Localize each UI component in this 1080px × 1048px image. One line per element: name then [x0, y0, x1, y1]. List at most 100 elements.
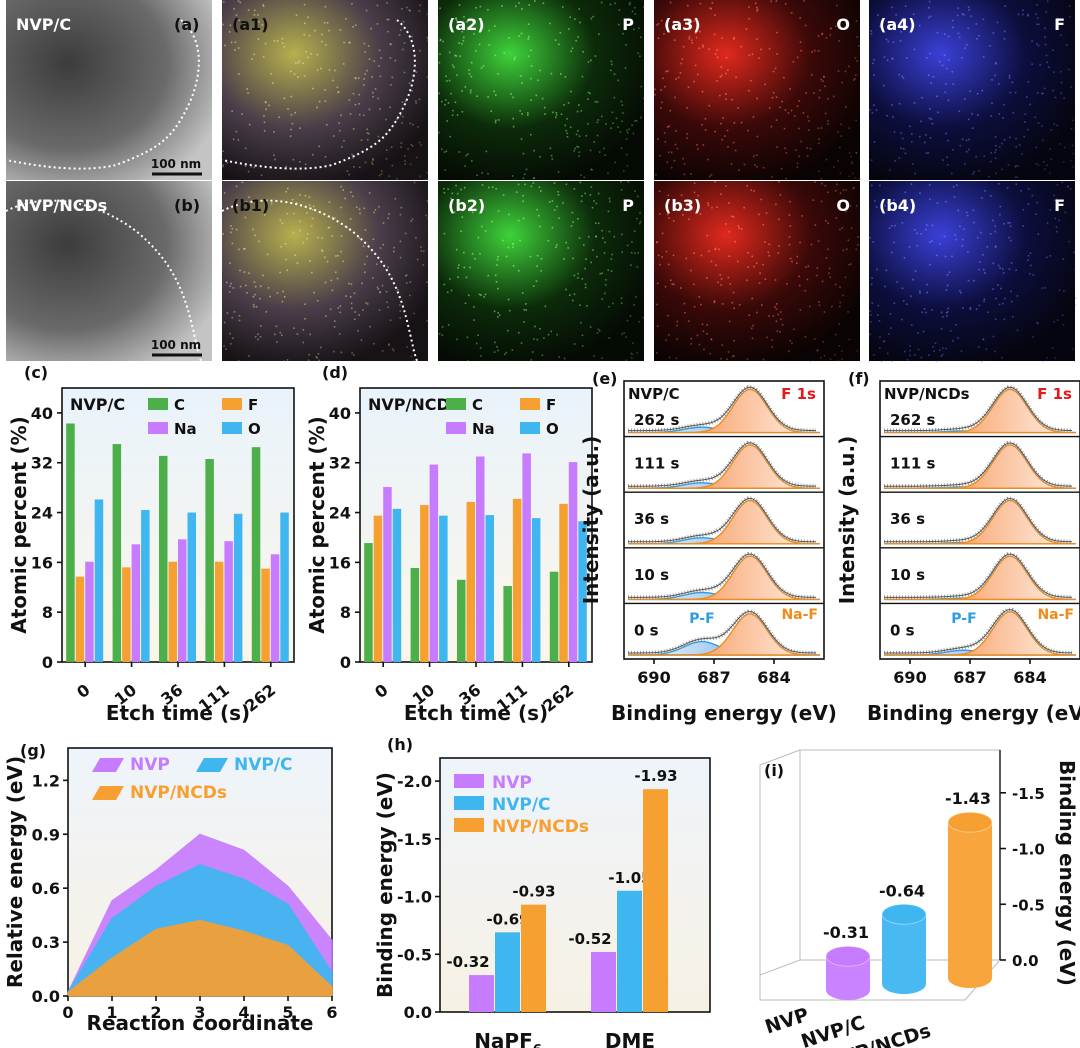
speckle-dot	[740, 228, 743, 230]
speckle-dot	[656, 303, 658, 306]
speckle-dot	[683, 302, 686, 305]
speckle-dot	[674, 96, 676, 99]
speckle-dot	[604, 292, 606, 295]
speckle-dot	[366, 255, 368, 258]
speckle-dot	[400, 206, 403, 209]
speckle-dot	[1044, 43, 1047, 46]
speckle-dot	[461, 30, 464, 33]
speckle-dot	[911, 324, 913, 326]
speckle-dot	[591, 206, 594, 209]
speckle-dot	[1010, 262, 1013, 264]
speckle-dot	[728, 255, 730, 257]
scale-bar-label: 100 nm	[151, 338, 201, 352]
speckle-dot	[962, 307, 964, 309]
y-tick-label: 0.0	[404, 1003, 432, 1022]
speckle-dot	[1016, 295, 1019, 297]
speckle-dot	[340, 114, 342, 117]
speckle-dot	[552, 111, 554, 114]
speckle-dot	[995, 172, 997, 175]
speckle-dot	[229, 262, 231, 264]
speckle-dot	[620, 100, 623, 103]
speckle-dot	[620, 147, 623, 150]
speckle-dot	[566, 118, 568, 120]
bar-na	[429, 464, 439, 662]
speckle-dot	[634, 13, 637, 15]
speckle-dot	[855, 74, 857, 76]
speckle-dot	[747, 266, 750, 268]
speckle-dot	[891, 104, 893, 106]
speckle-dot	[973, 171, 975, 173]
speckle-dot	[360, 139, 363, 141]
speckle-dot	[312, 153, 314, 156]
speckle-dot	[512, 96, 514, 99]
speckle-dot	[806, 147, 809, 149]
speckle-dot	[420, 250, 423, 252]
legend-swatch	[454, 796, 484, 810]
speckle-dot	[1068, 5, 1071, 7]
speckle-dot	[577, 130, 579, 132]
speckle-dot	[1042, 360, 1044, 363]
speckle-dot	[1004, 297, 1006, 300]
x-tick-label: 4	[238, 1003, 249, 1022]
speckle-dot	[469, 266, 471, 269]
speckle-dot	[630, 251, 633, 254]
speckle-dot	[285, 190, 287, 193]
speckle-dot	[937, 111, 939, 114]
speckle-dot	[631, 10, 634, 13]
element-label: F	[1054, 15, 1065, 34]
x-tick-label: 2	[150, 1003, 161, 1022]
x-tick-label: 5	[282, 1003, 293, 1022]
speckle-dot	[275, 325, 278, 328]
speckle-dot	[518, 2, 520, 4]
speckle-dot	[856, 244, 859, 246]
speckle-dot	[850, 227, 853, 230]
speckle-dot	[691, 39, 693, 41]
speckle-dot	[821, 182, 823, 185]
speckle-dot	[891, 58, 894, 60]
speckle-dot	[233, 8, 235, 10]
speckle-dot	[883, 340, 886, 342]
speckle-dot	[670, 166, 673, 169]
bar-f	[373, 515, 383, 662]
speckle-dot	[818, 96, 821, 99]
speckle-dot	[323, 21, 326, 24]
speckle-dot	[737, 107, 739, 109]
speckle-dot	[497, 73, 499, 75]
speckle-dot	[517, 219, 520, 222]
speckle-dot	[960, 350, 963, 352]
speckle-dot	[353, 166, 355, 168]
speckle-dot	[476, 174, 478, 176]
speckle-dot	[321, 249, 323, 251]
speckle-dot	[668, 334, 670, 336]
speckle-dot	[290, 95, 293, 98]
speckle-dot	[827, 222, 829, 224]
speckle-dot	[839, 192, 842, 194]
speckle-dot	[914, 270, 917, 272]
speckle-dot	[243, 248, 245, 250]
speckle-dot	[426, 171, 429, 174]
speckle-dot	[871, 111, 874, 114]
speckle-dot	[785, 177, 787, 180]
speckle-dot	[363, 78, 365, 80]
speckle-dot	[725, 223, 727, 225]
speckle-dot	[530, 49, 532, 52]
speckle-dot	[565, 241, 567, 244]
speckle-dot	[592, 249, 594, 251]
speckle-dot	[501, 5, 503, 7]
speckle-dot	[636, 266, 639, 268]
speckle-dot	[1009, 91, 1012, 94]
speckle-dot	[389, 319, 392, 322]
speckle-dot	[914, 172, 916, 175]
speckle-dot	[816, 349, 819, 351]
speckle-dot	[799, 284, 801, 287]
speckle-dot	[636, 217, 638, 220]
speckle-dot	[995, 149, 997, 151]
speckle-dot	[704, 129, 707, 131]
speckle-dot	[1052, 89, 1054, 92]
speckle-dot	[820, 200, 823, 203]
speckle-dot	[415, 100, 417, 102]
speckle-dot	[768, 254, 771, 257]
eds-speckle	[438, 0, 645, 182]
speckle-dot	[892, 41, 895, 44]
speckle-dot	[573, 274, 576, 277]
